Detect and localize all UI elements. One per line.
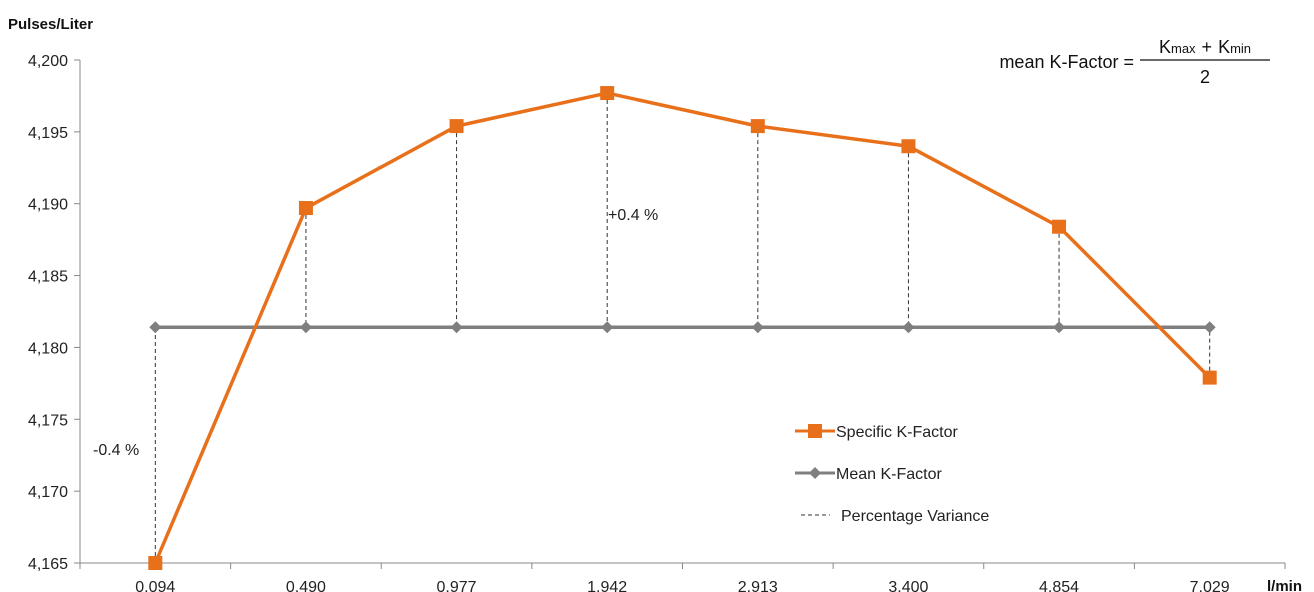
y-tick-labels: 4,165 4,170 4,175 4,180 4,185 4,190 4,195 4,200: [28, 53, 68, 573]
x-tick-label: 0.977: [437, 579, 477, 592]
mean-k-factor-point: [751, 321, 764, 334]
legend-item-specific: Specific K-Factor: [795, 424, 958, 441]
y-tick-label: 4,180: [28, 340, 68, 357]
legend: Specific K-Factor Mean K-Factor Percenta…: [795, 424, 989, 525]
y-tick-label: 4,200: [28, 53, 68, 70]
x-tick-labels: 0.094 0.490 0.977 1.942 2.913 3.400 4.854 7.029: [135, 579, 1230, 592]
legend-label-mean: Mean K-Factor: [836, 466, 942, 483]
specific-k-factor-point: [1052, 219, 1067, 234]
specific-k-factor-point: [1202, 370, 1217, 385]
formula-plus: +: [1202, 37, 1213, 57]
legend-marker-diamond-icon: [809, 467, 821, 479]
mean-k-factor-series: [149, 321, 1216, 334]
formula-sub-min: min: [1230, 41, 1251, 56]
specific-k-factor-line: [153, 91, 1211, 564]
x-tick-label: 0.490: [286, 579, 326, 592]
legend-label-variance: Percentage Variance: [841, 508, 989, 525]
y-tick-label: 4,170: [28, 484, 68, 501]
mean-k-factor-point: [450, 321, 463, 334]
mean-k-factor-point: [601, 321, 614, 334]
formula-lhs: mean K-Factor =: [999, 52, 1134, 72]
x-tick-label: 4.854: [1039, 579, 1079, 592]
variance-lines: [154, 93, 1211, 563]
specific-k-factor-point: [901, 139, 916, 154]
specific-k-factor-point: [449, 119, 464, 134]
mean-k-factor-point: [1053, 321, 1066, 334]
annotation-min: -0.4 %: [93, 442, 139, 459]
y-tick-label: 4,165: [28, 556, 68, 573]
legend-label-specific: Specific K-Factor: [836, 424, 958, 441]
specific-k-factor-point: [298, 201, 313, 216]
mean-k-factor-point: [149, 321, 162, 334]
y-tick-label: 4,195: [28, 125, 68, 142]
x-tick-label: 3.400: [888, 579, 928, 592]
formula-denominator: 2: [1200, 67, 1210, 87]
y-tick-label: 4,175: [28, 412, 68, 429]
formula-k-max: K: [1159, 37, 1171, 57]
specific-k-factor-series: [148, 86, 1217, 570]
specific-k-factor-point: [148, 556, 163, 570]
y-axis-title: Pulses/Liter: [8, 16, 93, 33]
mean-k-factor-point: [1203, 321, 1216, 334]
legend-marker-square-icon: [808, 424, 822, 438]
x-tick-label: 0.094: [135, 579, 175, 592]
formula-numerator: Kmax + Kmin: [1159, 37, 1251, 57]
x-axis-title: l/min: [1267, 578, 1302, 592]
annotation-max: +0.4 %: [608, 207, 658, 224]
x-tick-label: 2.913: [738, 579, 778, 592]
mean-k-factor-point: [299, 321, 312, 334]
axes: [74, 59, 1286, 569]
legend-item-mean: Mean K-Factor: [795, 466, 942, 483]
y-tick-label: 4,190: [28, 197, 68, 214]
formula-sub-max: max: [1171, 41, 1196, 56]
legend-item-variance: Percentage Variance: [801, 508, 989, 525]
mean-k-factor-point: [902, 321, 915, 334]
formula-k-min: K: [1218, 37, 1230, 57]
mean-k-factor-formula: mean K-Factor = Kmax + Kmin 2: [999, 37, 1270, 87]
specific-k-factor-point: [750, 119, 765, 134]
y-tick-label: 4,185: [28, 269, 68, 286]
x-tick-label: 7.029: [1190, 579, 1230, 592]
specific-k-factor-point: [600, 86, 615, 101]
x-tick-label: 1.942: [587, 579, 627, 592]
